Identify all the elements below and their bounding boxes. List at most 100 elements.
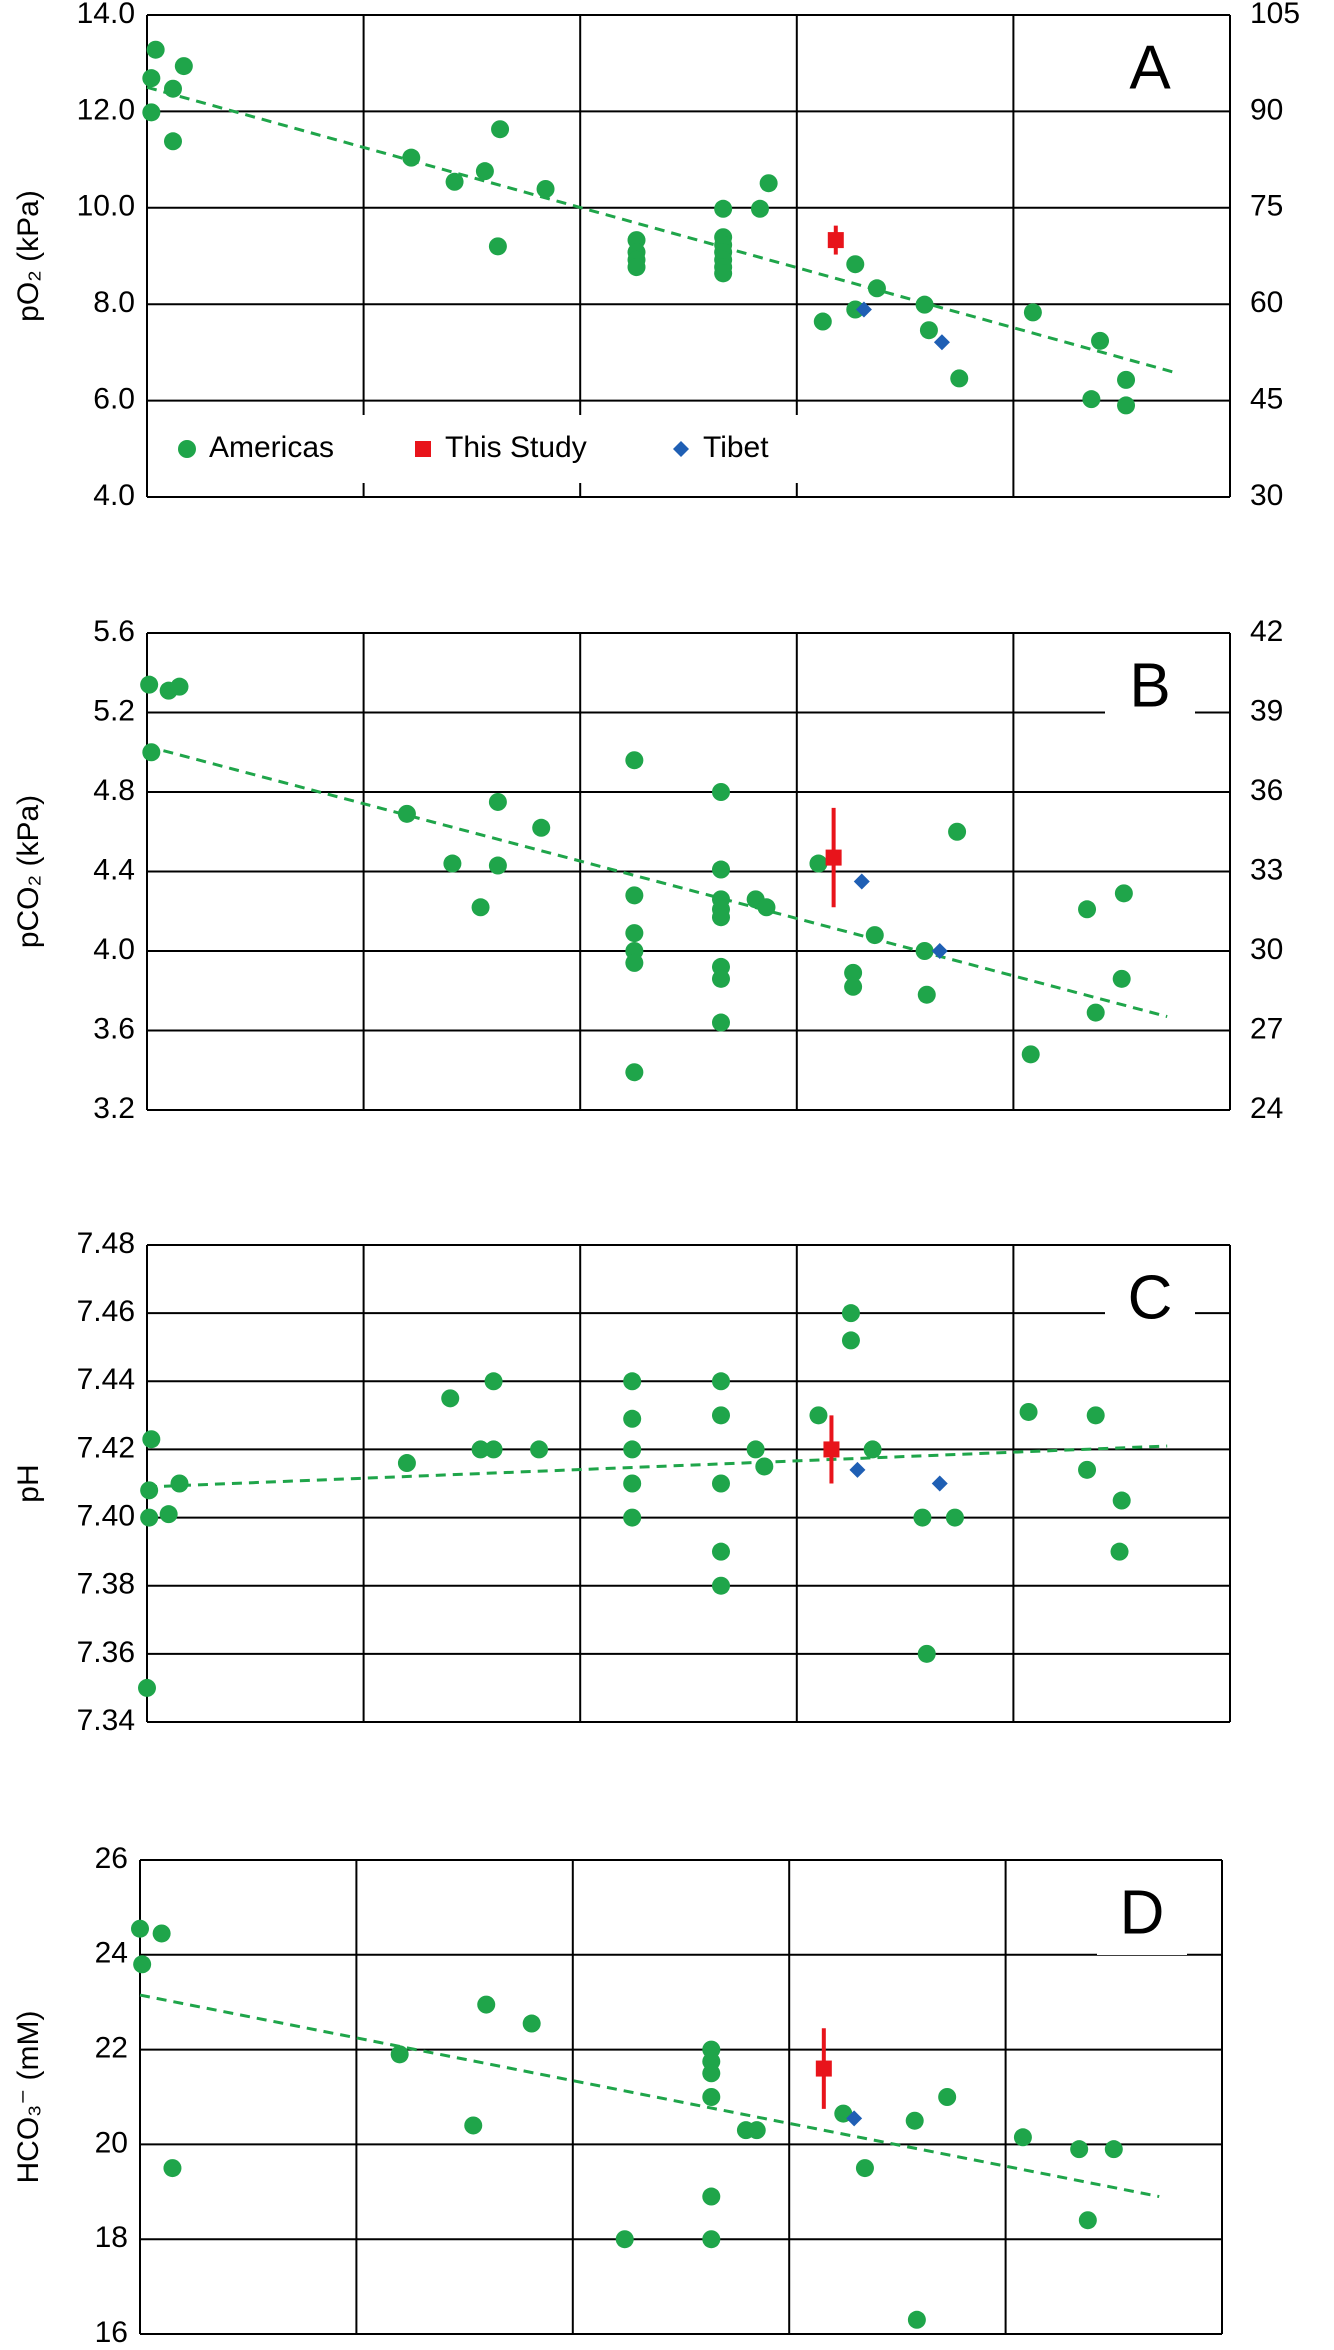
marker-circle bbox=[477, 1995, 496, 2014]
y-axis-label: pO₂ (kPa) bbox=[12, 190, 45, 322]
y-axis-label: pH bbox=[12, 1464, 45, 1502]
marker-circle bbox=[1091, 331, 1110, 350]
marker-circle bbox=[170, 677, 189, 696]
marker-diamond bbox=[853, 873, 870, 890]
marker-circle bbox=[711, 908, 730, 927]
marker-circle bbox=[140, 1508, 159, 1527]
y-tick-label: 4.0 bbox=[93, 479, 135, 512]
marker-circle bbox=[397, 1454, 416, 1473]
marker-diamond bbox=[855, 301, 872, 318]
label-background bbox=[1097, 1875, 1187, 1955]
y-tick-label: 7.42 bbox=[77, 1431, 135, 1464]
trend-line bbox=[146, 1444, 1168, 1489]
marker-circle bbox=[1086, 1406, 1105, 1425]
legend-background bbox=[165, 415, 805, 483]
marker-circle bbox=[714, 264, 733, 283]
marker-circle bbox=[142, 69, 161, 88]
y2-tick-label: 45 bbox=[1250, 383, 1283, 416]
marker-circle bbox=[1082, 390, 1101, 409]
marker-circle bbox=[1117, 370, 1136, 389]
marker-circle bbox=[711, 1013, 730, 1032]
marker-circle bbox=[627, 258, 646, 277]
marker-circle bbox=[142, 743, 161, 762]
marker-circle bbox=[140, 675, 159, 694]
marker-circle bbox=[625, 751, 644, 770]
marker-circle bbox=[471, 898, 490, 917]
marker-circle bbox=[536, 180, 555, 199]
marker-circle bbox=[711, 783, 730, 801]
marker-circle bbox=[623, 1440, 642, 1459]
marker-circle bbox=[615, 2230, 634, 2249]
marker-diamond bbox=[931, 1475, 948, 1492]
marker-circle bbox=[948, 822, 967, 841]
y-tick-label: 6.0 bbox=[93, 383, 135, 416]
marker-circle bbox=[919, 321, 938, 340]
marker-circle bbox=[945, 1508, 964, 1527]
y-tick-label: 7.40 bbox=[77, 1499, 135, 1532]
marker-circle bbox=[844, 963, 863, 982]
y2-tick-label: 30 bbox=[1250, 933, 1283, 966]
y-tick-label: 16 bbox=[95, 2316, 128, 2349]
marker-circle bbox=[174, 57, 193, 76]
marker-circle bbox=[441, 1389, 460, 1408]
marker-circle bbox=[711, 1474, 730, 1493]
y2-tick-label: 27 bbox=[1250, 1012, 1283, 1045]
panel-label: B bbox=[1129, 651, 1170, 720]
marker-circle bbox=[1104, 2140, 1123, 2159]
y2-tick-label: 42 bbox=[1250, 615, 1283, 648]
marker-circle bbox=[140, 1481, 159, 1500]
marker-circle bbox=[841, 1331, 860, 1350]
marker-circle bbox=[142, 1430, 161, 1449]
marker-circle bbox=[759, 174, 778, 193]
y-tick-label: 7.44 bbox=[77, 1363, 135, 1396]
marker-circle bbox=[863, 1440, 882, 1459]
marker-circle bbox=[1023, 303, 1042, 322]
marker-circle bbox=[532, 818, 551, 837]
marker-circle bbox=[711, 860, 730, 879]
marker-diamond bbox=[849, 1461, 866, 1478]
panel-label: A bbox=[1129, 33, 1171, 102]
marker-circle bbox=[1078, 1460, 1097, 1479]
panel-label: D bbox=[1120, 1878, 1165, 1947]
marker-circle bbox=[809, 854, 828, 873]
y2-tick-label: 105 bbox=[1250, 0, 1300, 30]
y2-tick-label: 60 bbox=[1250, 286, 1283, 319]
marker-circle bbox=[917, 1644, 936, 1663]
marker-diamond bbox=[846, 2110, 863, 2127]
marker-circle bbox=[846, 300, 865, 319]
marker-circle bbox=[491, 120, 510, 139]
marker-circle bbox=[402, 148, 421, 167]
legend-label: Tibet bbox=[703, 431, 769, 464]
y-tick-label: 7.34 bbox=[77, 1704, 135, 1737]
marker-circle bbox=[844, 977, 863, 996]
marker-circle bbox=[138, 1678, 156, 1697]
label-background bbox=[1105, 30, 1195, 110]
marker-circle bbox=[1078, 900, 1097, 919]
y2-tick-label: 90 bbox=[1250, 93, 1283, 126]
y-axis-label: pCO₂ (kPa) bbox=[12, 795, 45, 948]
y2-tick-label: 75 bbox=[1250, 190, 1283, 223]
label-background bbox=[1105, 1260, 1195, 1340]
marker-circle bbox=[445, 172, 464, 191]
marker-circle bbox=[1070, 2140, 1089, 2159]
y-tick-label: 4.4 bbox=[93, 853, 135, 886]
legend-label: This Study bbox=[445, 431, 587, 464]
marker-circle bbox=[170, 1474, 189, 1493]
y-tick-label: 20 bbox=[95, 2126, 128, 2159]
marker-circle bbox=[711, 1576, 730, 1595]
marker-circle bbox=[484, 1440, 503, 1459]
marker-circle bbox=[938, 2088, 957, 2106]
marker-circle bbox=[950, 369, 969, 388]
marker-circle bbox=[142, 103, 161, 122]
marker-circle bbox=[702, 2230, 721, 2249]
marker-circle bbox=[625, 1063, 644, 1082]
marker-circle bbox=[855, 2159, 874, 2178]
marker-circle bbox=[623, 1409, 642, 1428]
y-tick-label: 5.2 bbox=[93, 694, 135, 727]
marker-circle bbox=[390, 2045, 409, 2064]
marker-circle bbox=[1112, 969, 1131, 988]
marker-square bbox=[415, 441, 431, 457]
y-tick-label: 7.36 bbox=[77, 1636, 135, 1669]
marker-circle bbox=[131, 1919, 149, 1938]
y2-tick-label: 36 bbox=[1250, 774, 1283, 807]
